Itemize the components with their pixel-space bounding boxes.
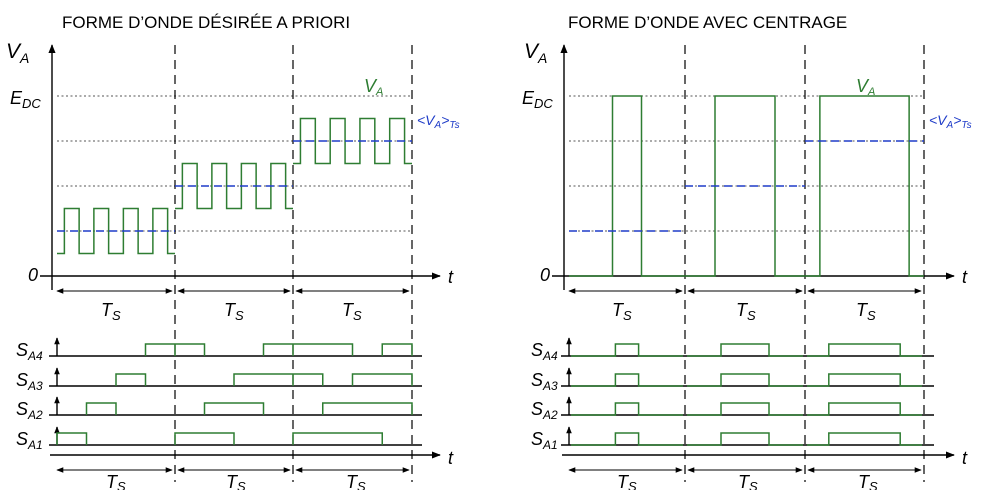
left-ts-label-1: TS [101,300,121,323]
right-average-line [569,140,924,232]
right-switch-label-a1: SA1 [531,429,558,452]
left-switch-label-a1: SA1 [16,429,43,452]
left-y-axis-label: VA [6,40,29,66]
left-period-dimensions: TS TS TS [56,288,410,323]
right-switch-signal-a3 [571,373,922,387]
right-switch-signal-a4 [571,343,922,357]
left-level-zero: 0 [28,265,38,285]
right-switch-signals: SA4 SA3 SA2 SA1 [531,337,934,452]
left-switch-label-a2: SA2 [16,399,43,422]
left-bottom-ts-label-2: TS [226,472,246,490]
right-panel: FORME D’ONDE AVEC CENTRAGE VA EDC 0 t VA… [522,13,972,490]
right-average-label: <VA>Ts [929,112,972,131]
left-switch-signal-a3 [115,373,413,386]
right-switch-signal-a2 [571,402,922,416]
left-switch-label-a4: SA4 [16,340,43,363]
right-x-axis-label: t [962,267,968,287]
left-panel: FORME D’ONDE DÉSIRÉE A PRIORI VA EDC 0 t… [6,13,460,490]
right-grid-lines [569,95,924,232]
right-switch-label-a4: SA4 [531,340,558,363]
right-ts-label-2: TS [736,300,756,323]
right-bottom-ts-label-2: TS [738,472,758,490]
left-ts-label-2: TS [224,300,244,323]
right-bottom-ts-label-1: TS [617,472,637,490]
left-switch-signals: SA4 SA3 SA2 SA1 [16,337,422,452]
left-switch-signal-a2 [85,402,413,415]
left-switch-label-a3: SA3 [16,370,43,393]
right-ts-label-1: TS [612,300,632,323]
left-bottom-period-dimensions: TS TS TS [56,467,410,490]
right-bottom-ts-label-3: TS [858,472,878,490]
left-x-axis-label: t [448,267,454,287]
left-bottom-ts-label-3: TS [346,472,366,490]
left-bottom-ts-label-1: TS [106,472,126,490]
right-bottom-period-dimensions: TS TS TS [568,467,922,490]
right-ts-label-3: TS [856,300,876,323]
left-ts-label-3: TS [342,300,362,323]
left-va-waveform [57,117,412,255]
right-switch-label-a2: SA2 [531,399,558,422]
left-switch-signal-a4 [144,343,413,356]
right-wave-label: VA [856,76,875,98]
right-y-axis-label: VA [524,40,547,66]
right-va-waveform [569,95,924,277]
right-switch-signal-a1 [571,432,922,446]
right-level-edc: EDC [522,88,553,111]
right-bottom-x-axis-label: t [962,448,968,468]
left-average-label: <VA>Ts [417,112,460,131]
left-bottom-x-axis-label: t [448,448,454,468]
left-level-edc: EDC [10,88,41,111]
left-average-line [57,140,412,232]
left-panel-title: FORME D’ONDE DÉSIRÉE A PRIORI [62,13,350,32]
left-switch-signal-a1 [56,432,383,445]
right-panel-title: FORME D’ONDE AVEC CENTRAGE [568,13,847,32]
right-period-dimensions: TS TS TS [568,288,922,323]
right-level-zero: 0 [540,265,550,285]
left-wave-label: VA [364,76,383,98]
right-switch-label-a3: SA3 [531,370,558,393]
